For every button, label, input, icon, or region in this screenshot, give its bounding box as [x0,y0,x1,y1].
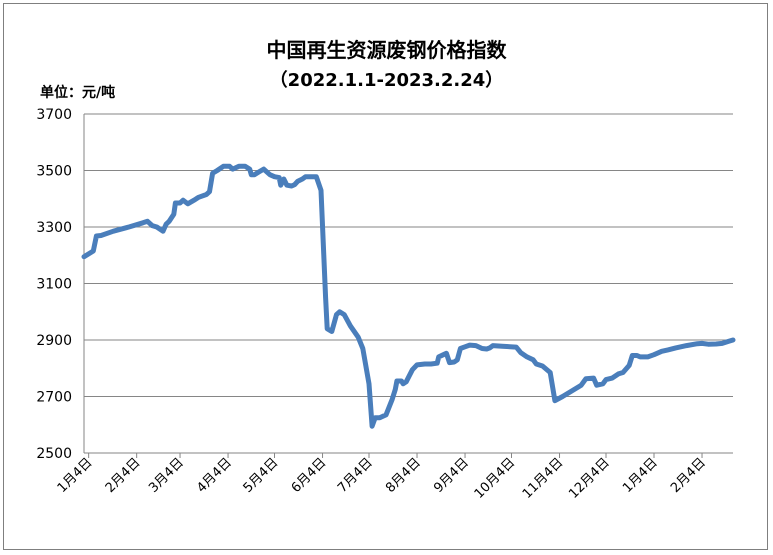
y-tick-label: 2500 [36,446,72,462]
x-tick-label: 4月4日 [194,455,235,496]
x-tick-label: 6月4日 [289,455,330,496]
x-tick-label: 11月4日 [520,455,567,502]
y-tick-label: 3300 [36,220,72,236]
x-tick-label: 5月4日 [241,455,282,496]
x-tick-label: 2月4日 [668,455,709,496]
x-tick-label: 2月4日 [103,455,144,496]
x-tick-label: 9月4日 [431,455,472,496]
y-tick-label: 3500 [36,164,72,180]
y-tick-label: 3100 [36,277,72,293]
x-tick-label: 7月4日 [335,455,376,496]
y-tick-label: 2700 [36,390,72,406]
x-tick-label: 10月4日 [472,455,519,502]
unit-label: 单位：元/吨 [40,85,116,101]
price-index-line [81,163,736,429]
y-tick-label: 3700 [36,107,72,123]
chart-title: 中国再生资源废钢价格指数 [266,38,507,62]
x-tick-label: 1月4日 [620,455,661,496]
x-tick-label: 8月4日 [383,455,424,496]
x-tick-label: 3月4日 [146,455,187,496]
chart-frame [3,3,768,550]
y-tick-label: 2900 [36,333,72,349]
x-tick-label: 12月4日 [566,455,613,502]
chart-subtitle: （2022.1.1-2023.2.24） [269,70,504,91]
